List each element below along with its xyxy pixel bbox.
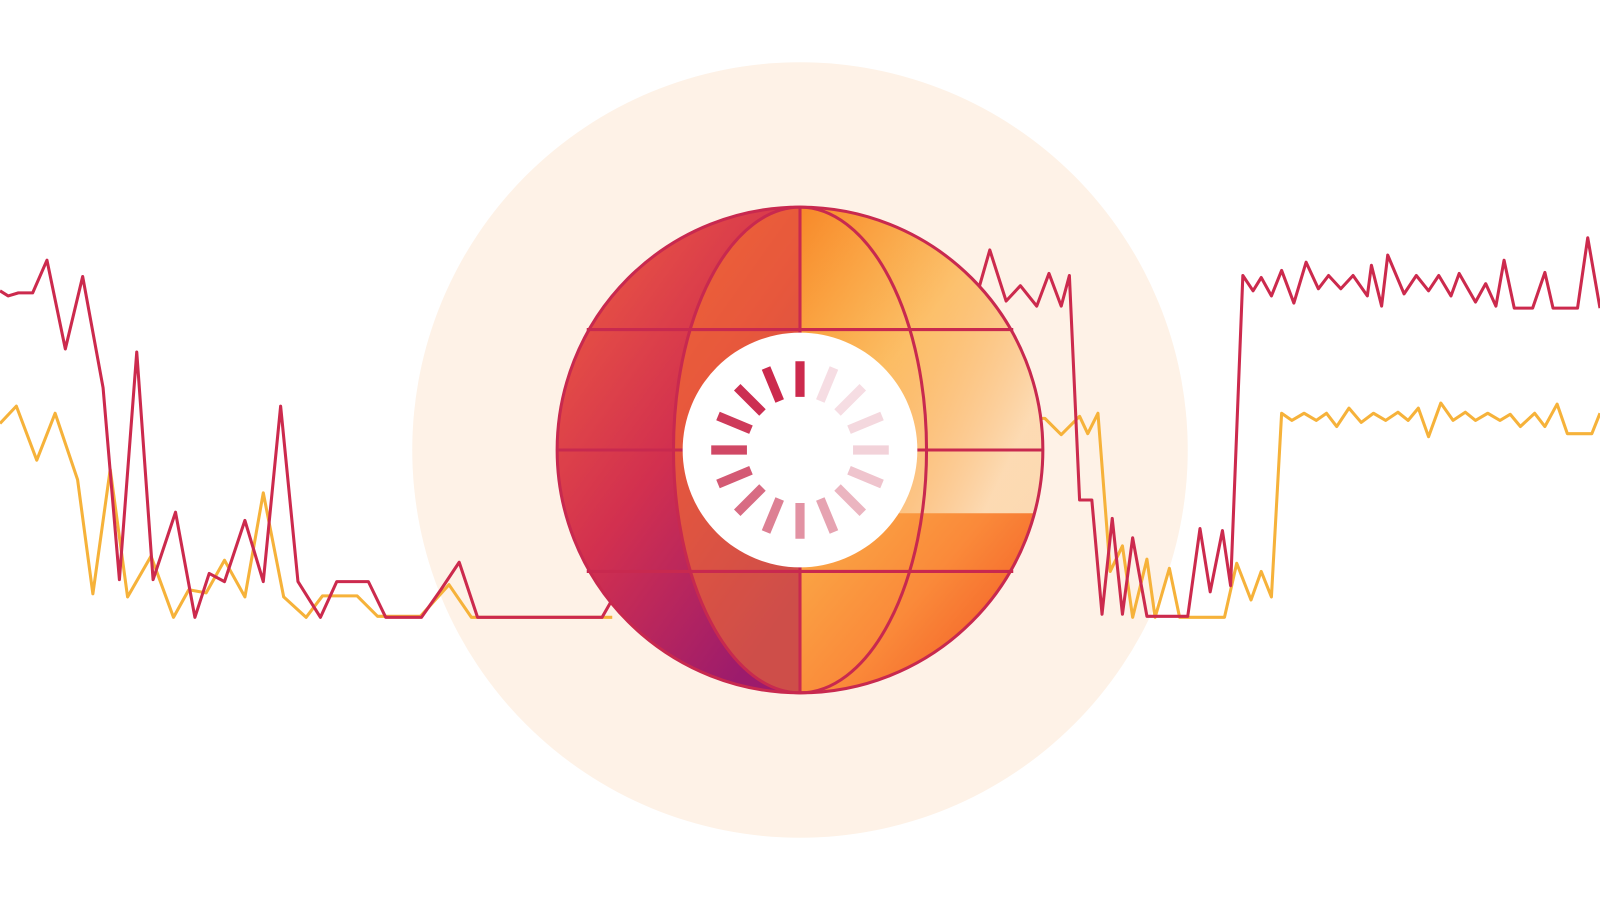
spinner-tick [716,466,753,489]
spinner-tick [834,484,867,517]
red-line [978,236,1600,618]
spinner-tick [847,411,884,434]
spinner-tick [847,466,884,489]
spinner-tick [834,383,867,416]
spinner-tick [816,366,839,403]
spinner [711,361,889,539]
spinner-tick [761,497,784,534]
spinner-tick [761,366,784,403]
spinner-tick [816,497,839,534]
spinner-tick [733,383,766,416]
spinner-tick [733,484,766,517]
red-line [0,258,624,619]
spinner-tick [716,411,753,434]
